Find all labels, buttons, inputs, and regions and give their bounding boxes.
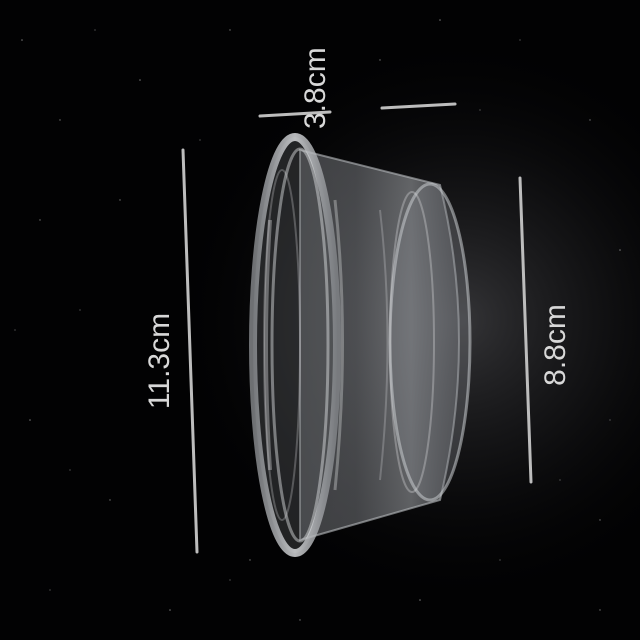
plastic-container	[249, 133, 472, 557]
height-line-right	[380, 102, 457, 110]
height-dimension-label: 3.8cm	[299, 47, 332, 129]
background-speckles	[14, 19, 621, 621]
height-line-left	[258, 110, 332, 118]
base-diameter-label: 8.8cm	[539, 304, 572, 386]
rim-diameter-label: 11.3cm	[143, 312, 176, 410]
rim-diameter-line	[181, 148, 199, 554]
measurement-lines	[181, 102, 533, 554]
base-diameter-line	[518, 176, 533, 484]
